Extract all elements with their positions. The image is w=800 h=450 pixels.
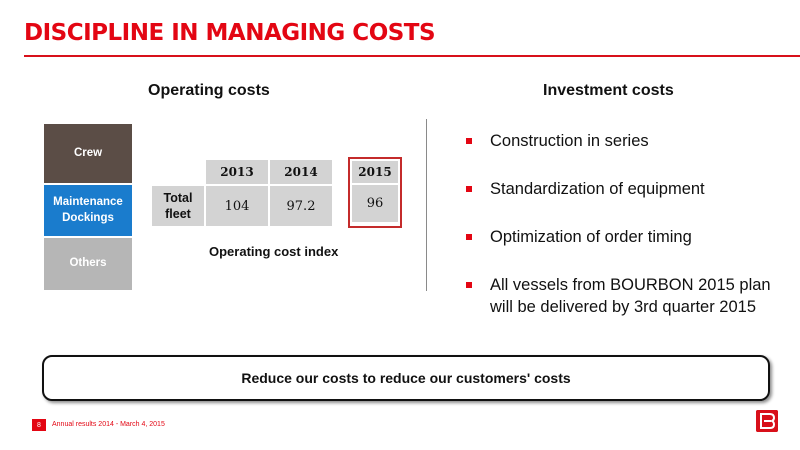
bullet-text: All vessels from BOURBON 2015 plan will … xyxy=(490,276,771,316)
red-square-bullet-icon xyxy=(466,186,472,192)
title-rule xyxy=(24,55,800,57)
total-fleet-label: Total fleet xyxy=(152,186,204,226)
crew-box: Crew xyxy=(44,124,132,183)
vertical-divider xyxy=(426,119,427,291)
bullet-item: Construction in series xyxy=(466,130,786,152)
highlight-2015-box: 2015 96 xyxy=(348,157,402,228)
year-2015-header: 2015 xyxy=(352,161,398,183)
operating-cost-table: 2013 2014 Total fleet 104 97.2 xyxy=(150,158,334,228)
value-2015: 96 xyxy=(352,185,398,222)
investment-bullet-list: Construction in series Standardization o… xyxy=(466,130,786,318)
red-square-bullet-icon xyxy=(466,234,472,240)
bullet-text: Optimization of order timing xyxy=(490,228,692,246)
bullet-item: Standardization of equipment xyxy=(466,178,786,200)
bullet-item: Optimization of order timing xyxy=(466,226,786,248)
table-corner xyxy=(152,160,204,184)
bullet-text: Standardization of equipment xyxy=(490,180,705,198)
value-2013: 104 xyxy=(206,186,268,226)
bourbon-logo-icon xyxy=(756,410,778,432)
operating-costs-heading: Operating costs xyxy=(148,82,270,99)
bullet-item: All vessels from BOURBON 2015 plan will … xyxy=(466,274,786,318)
summary-banner: Reduce our costs to reduce our customers… xyxy=(42,355,770,401)
investment-costs-heading: Investment costs xyxy=(543,82,674,99)
maintenance-dockings-box: Maintenance Dockings xyxy=(44,185,132,236)
bullet-text: Construction in series xyxy=(490,132,649,150)
year-2013-header: 2013 xyxy=(206,160,268,184)
page-number: 8 xyxy=(32,419,46,431)
footer-text: Annual results 2014 - March 4, 2015 xyxy=(52,421,165,428)
year-2014-header: 2014 xyxy=(270,160,332,184)
value-2014: 97.2 xyxy=(270,186,332,226)
slide-title: DISCIPLINE IN MANAGING COSTS xyxy=(24,20,436,46)
table-caption: Operating cost index xyxy=(209,244,339,259)
others-box: Others xyxy=(44,238,132,290)
red-square-bullet-icon xyxy=(466,282,472,288)
red-square-bullet-icon xyxy=(466,138,472,144)
